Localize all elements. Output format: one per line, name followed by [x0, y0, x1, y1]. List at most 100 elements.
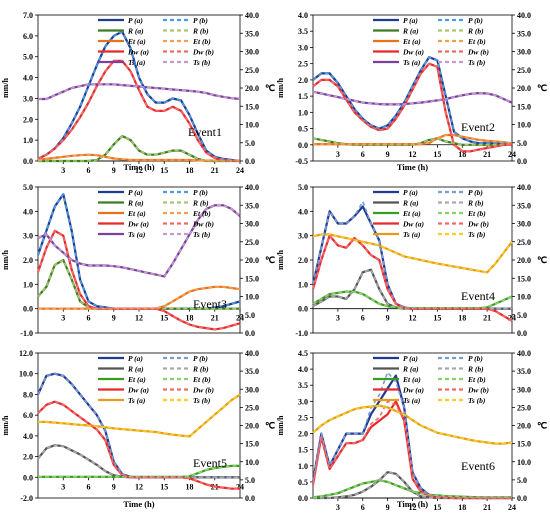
y-axis-title-right: ℃ [265, 421, 275, 431]
x-tick-label: 6 [87, 166, 91, 175]
legend-label: Et (b) [192, 375, 211, 384]
right-tick-label: 15.0 [245, 440, 259, 449]
right-tick-label: 5.0 [517, 476, 527, 485]
series-line-dw-a- [37, 400, 240, 490]
right-tick-label: 10.0 [517, 293, 531, 302]
legend-label: Ts (a) [128, 396, 146, 405]
x-tick-label: 18 [186, 166, 194, 175]
left-tick-label: 2.0 [23, 115, 33, 124]
y-axis-title-right: ℃ [537, 83, 547, 93]
left-tick-label: 0.5 [298, 125, 308, 134]
x-tick-label: 24 [236, 314, 244, 323]
series-line-ts-a- [312, 233, 513, 274]
legend-label: Dw (b) [467, 220, 490, 229]
series-line-ts-b- [38, 394, 241, 438]
legend-label: Dw (a) [402, 220, 425, 229]
legend: P (a) P (b) R (a) R (b) Et (a) Et (b) Dw (a) Dw… [373, 16, 490, 67]
legend-label: R (b) [192, 365, 209, 374]
right-tick-label: 10.0 [245, 293, 259, 302]
legend-label: R (b) [192, 199, 209, 208]
series-line-et-b- [38, 285, 241, 310]
series-line-p-b- [37, 30, 241, 162]
y-axis-title-right: ℃ [265, 255, 275, 265]
legend-label: Dw (a) [127, 386, 150, 395]
legend-label: Et (b) [192, 209, 211, 218]
left-tick-label: 0.0 [23, 305, 33, 314]
series-line-et-b- [37, 153, 240, 162]
x-tick-label: 15 [160, 314, 168, 323]
legend: P (a) P (b) R (a) R (b) Et (a) Et (b) Dw (a) Dw… [98, 188, 215, 239]
left-tick-label: 8.0 [23, 390, 33, 399]
right-tick-label: 30.0 [517, 385, 531, 394]
legend-label: P (b) [468, 354, 483, 363]
legend-label: P (a) [128, 16, 143, 25]
y-axis-title-left: mm/h [1, 415, 10, 436]
legend-label: R (a) [402, 365, 419, 374]
panel-event6: 0.0 0.5 1.0 1.5 2.0 2.5 3.0 3.5 4.0 4.5 0.0 5.0 10.0… [276, 349, 547, 512]
legend-label: Ts (b) [193, 396, 211, 405]
legend-label: Ts (b) [193, 58, 211, 67]
x-tick-label: 9 [112, 314, 116, 323]
left-tick-label: 4.0 [298, 207, 308, 216]
series-line-ts-b- [37, 204, 241, 278]
left-tick-label: 2.0 [23, 256, 33, 265]
legend-label: Ts (a) [403, 58, 421, 67]
legend-label: Dw (a) [402, 386, 425, 395]
series-line-r-b- [37, 259, 240, 310]
x-tick-label: 21 [211, 166, 219, 175]
right-tick-label: 25.0 [517, 403, 531, 412]
legend-label: Dw (b) [467, 386, 490, 395]
left-tick-label: 3.5 [298, 27, 308, 36]
right-tick-label: 40.0 [245, 183, 259, 192]
series-line-ts-b- [312, 90, 513, 106]
series-line-dw-b- [312, 62, 512, 153]
right-tick-label: 0.0 [245, 329, 255, 338]
legend-label: R (b) [467, 199, 484, 208]
right-tick-label: 35.0 [517, 29, 531, 38]
legend-label: P (b) [468, 188, 483, 197]
legend-label: Et (a) [402, 375, 421, 384]
event-label: Event6 [461, 459, 495, 473]
right-tick-label: 30.0 [245, 220, 259, 229]
left-tick-label: 6.0 [23, 411, 33, 420]
left-tick-label: 0.0 [298, 305, 308, 314]
legend-label: Ts (a) [128, 58, 146, 67]
right-tick-label: 15.0 [245, 274, 259, 283]
right-tick-label: 35.0 [517, 201, 531, 210]
series-line-dw-b- [37, 400, 240, 490]
left-tick-label: 1.5 [298, 92, 308, 101]
right-tick-label: 5.0 [245, 476, 255, 485]
legend-label: P (a) [403, 354, 418, 363]
y-axis-title-left: mm/h [1, 77, 10, 98]
legend-label: R (b) [192, 27, 209, 36]
left-tick-label: -1.0 [20, 329, 33, 338]
right-tick-label: 40.0 [517, 183, 531, 192]
left-tick-label: 0.0 [23, 157, 33, 166]
right-tick-label: 5.0 [245, 139, 255, 148]
left-tick-label: 4.0 [23, 432, 33, 441]
legend-label: Et (a) [402, 37, 421, 46]
left-tick-label: -2.0 [20, 494, 33, 503]
right-tick-label: 15.0 [517, 274, 531, 283]
x-tick-label: 3 [336, 503, 340, 512]
x-tick-label: 3 [336, 314, 340, 323]
left-tick-label: 2.0 [298, 430, 308, 439]
x-tick-label: 15 [160, 166, 168, 175]
x-tick-label: 9 [386, 150, 390, 159]
legend: P (a) P (b) R (a) R (b) Et (a) Et (b) Dw (a) Dw… [373, 354, 490, 405]
legend-label: Et (b) [192, 37, 211, 46]
series-line-ts-a- [312, 404, 513, 445]
legend-label: Ts (b) [468, 396, 486, 405]
left-tick-label: 3.5 [298, 381, 308, 390]
series-line-et-b- [313, 134, 513, 145]
right-tick-label: 20.0 [517, 256, 531, 265]
x-tick-label: 9 [112, 166, 116, 175]
right-tick-label: 20.0 [245, 422, 259, 431]
legend-label: Et (a) [402, 209, 421, 218]
legend-label: Ts (a) [128, 230, 146, 239]
right-tick-label: 0.0 [517, 157, 527, 166]
right-tick-label: 25.0 [245, 403, 259, 412]
right-tick-label: 25.0 [245, 238, 259, 247]
left-tick-label: 0.0 [298, 494, 308, 503]
